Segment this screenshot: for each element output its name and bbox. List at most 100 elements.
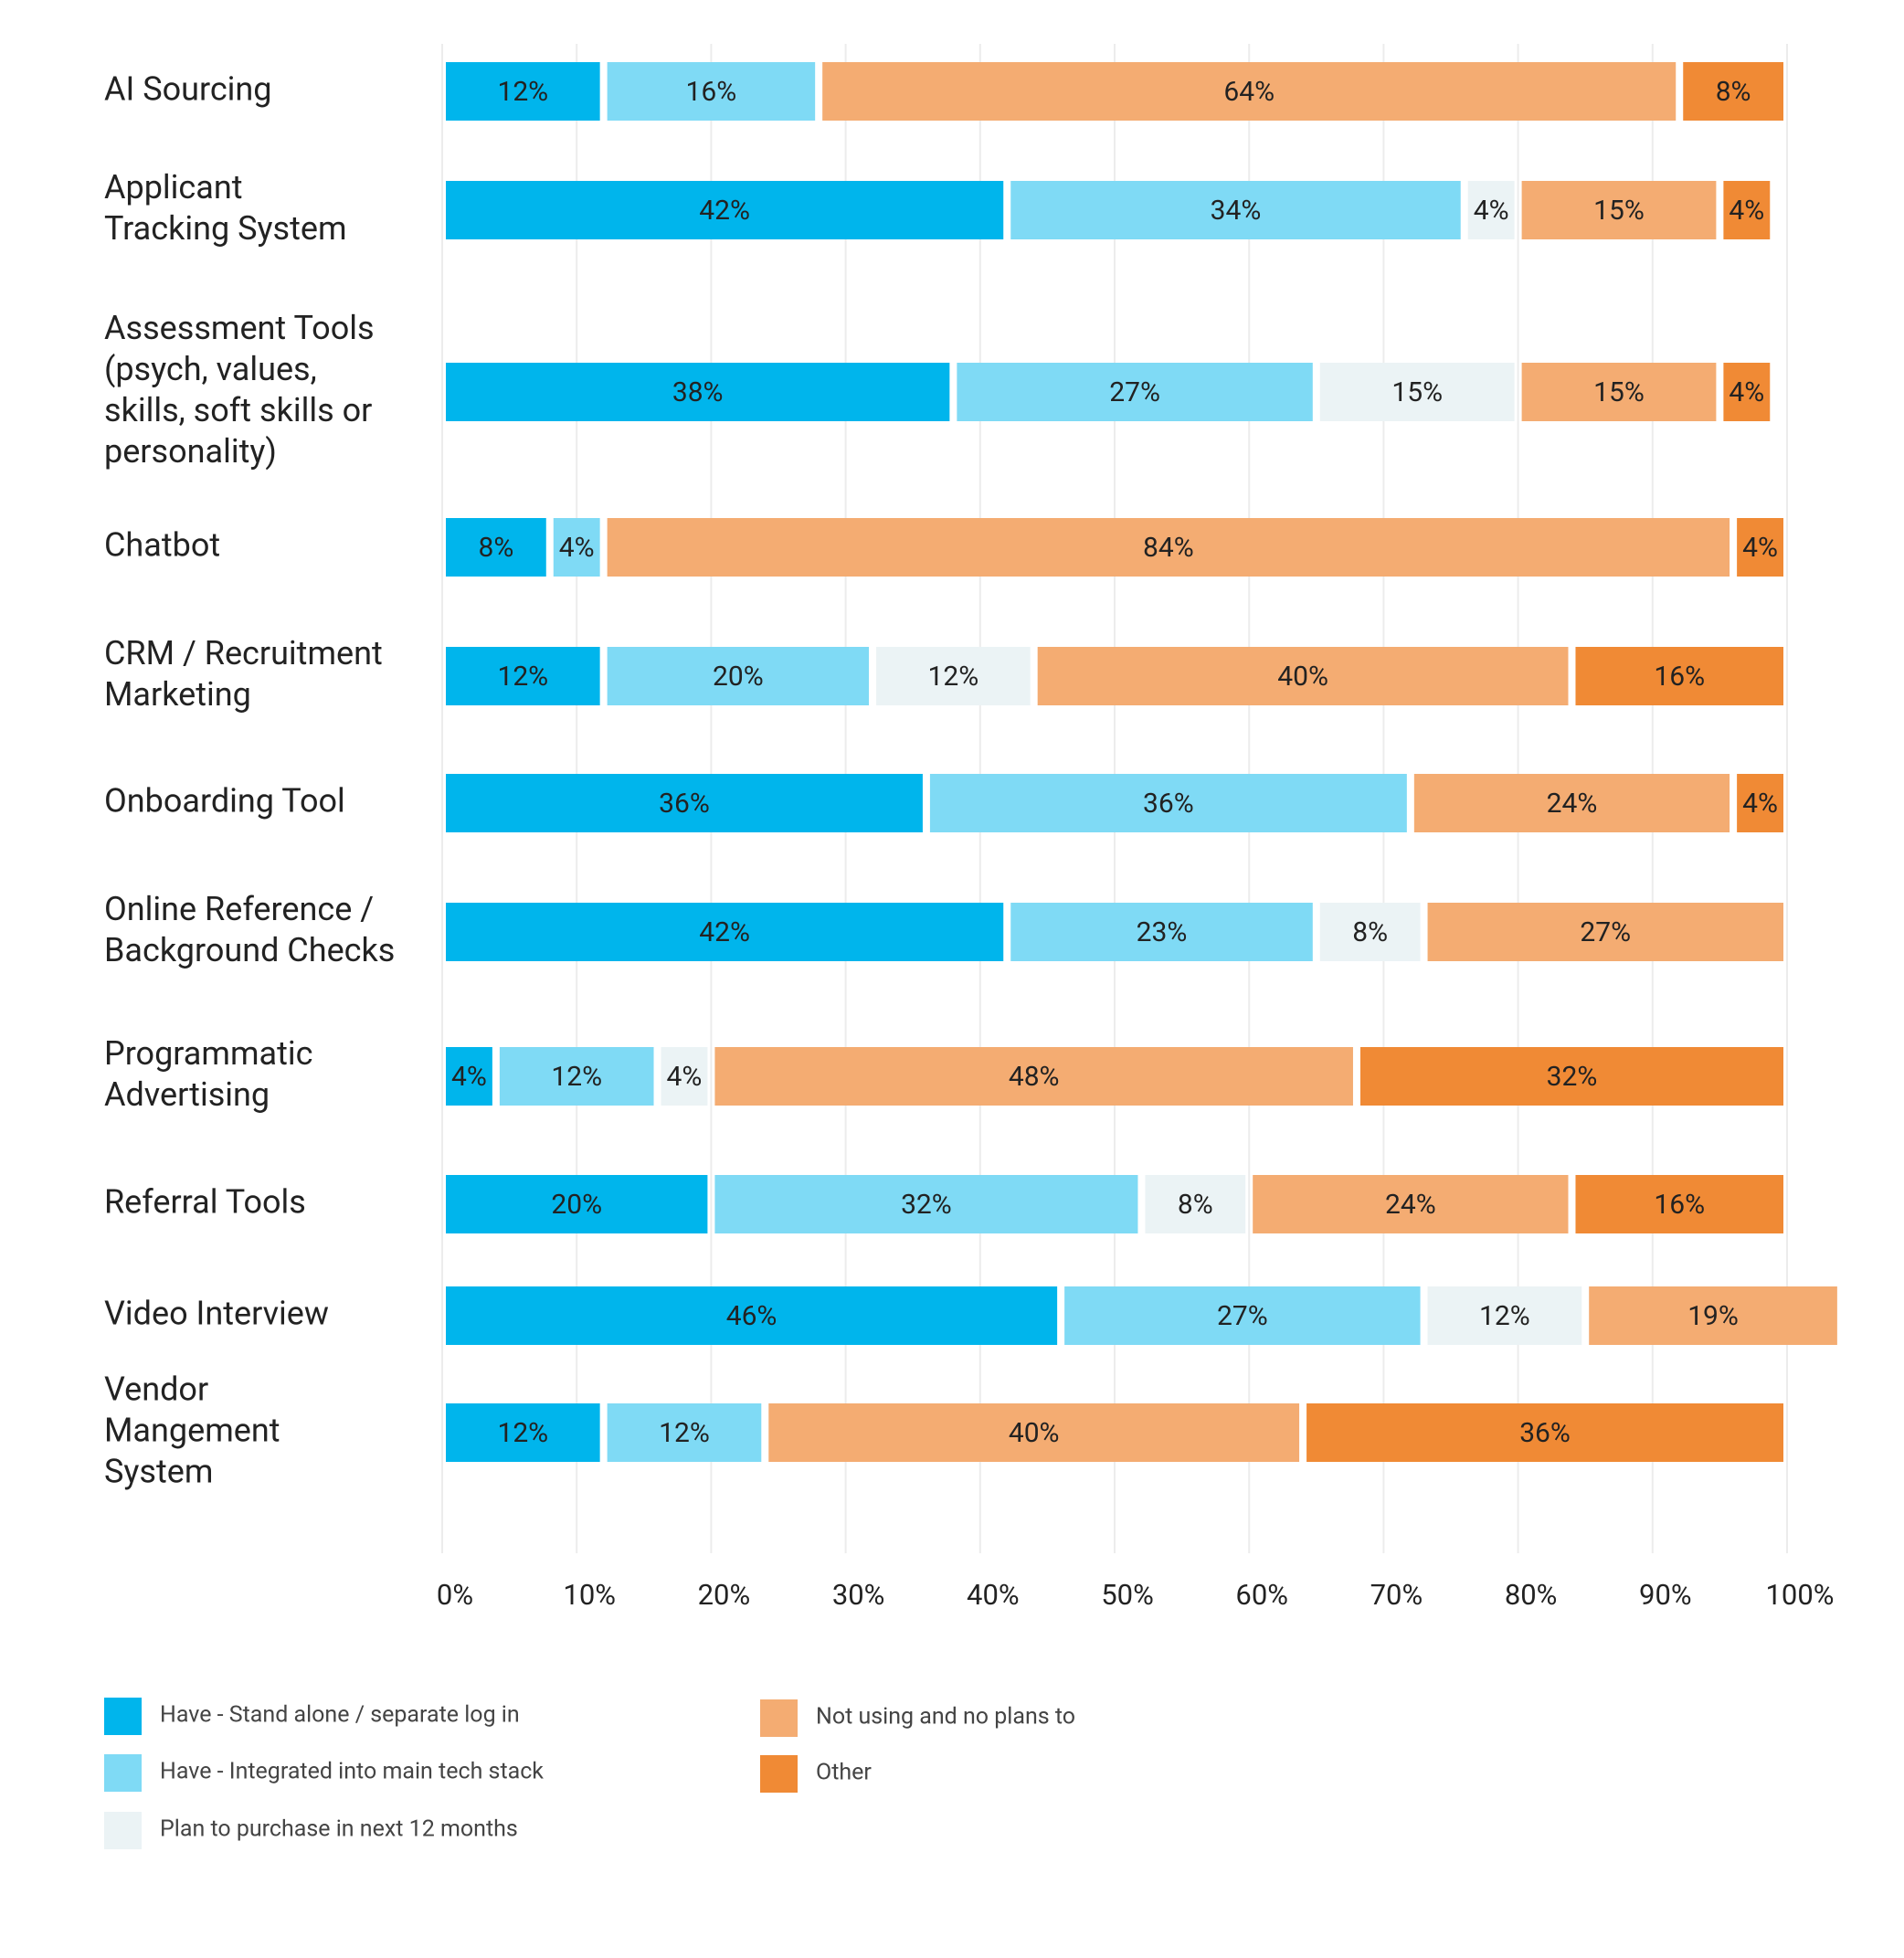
bar-segment xyxy=(1427,903,1783,961)
value-label: 12% xyxy=(497,1417,548,1449)
category-label: Referral Tools xyxy=(104,1183,306,1222)
category-label: System xyxy=(104,1453,213,1491)
legend-label: Other xyxy=(816,1760,872,1786)
category-label: Video Interview xyxy=(104,1295,329,1333)
value-label: 36% xyxy=(659,788,710,820)
value-label: 12% xyxy=(928,661,979,693)
x-tick-label: 0% xyxy=(437,1578,473,1612)
value-label: 12% xyxy=(659,1417,710,1449)
category-label: Vendor xyxy=(104,1371,208,1409)
bar-segment xyxy=(446,1047,492,1106)
value-label: 23% xyxy=(1137,916,1188,948)
category-label: Mangement xyxy=(104,1412,280,1450)
bar-segment xyxy=(446,647,600,705)
bar-segment xyxy=(1319,363,1515,421)
bar-segment xyxy=(1413,774,1730,832)
value-label: 8% xyxy=(1178,1189,1213,1221)
value-label: 4% xyxy=(1742,788,1778,820)
x-tick-label: 20% xyxy=(698,1578,751,1612)
category-label: AI Sourcing xyxy=(104,70,272,109)
value-label: 40% xyxy=(1277,661,1328,693)
bar-segment xyxy=(446,774,923,832)
value-label: 4% xyxy=(451,1061,487,1093)
category-label: Applicant xyxy=(104,168,243,206)
bar-segment xyxy=(714,1175,1138,1233)
bar-segment xyxy=(446,518,546,577)
category-label: Marketing xyxy=(104,675,251,714)
value-label: 4% xyxy=(1729,195,1764,227)
x-tick-label: 90% xyxy=(1639,1578,1692,1612)
bar-segment xyxy=(1521,181,1717,239)
category-label: personality) xyxy=(104,432,277,471)
bar-segment xyxy=(1737,518,1783,577)
legend-label: Plan to purchase in next 12 months xyxy=(160,1816,518,1843)
value-label: 16% xyxy=(1654,661,1705,693)
bar-segment xyxy=(957,363,1313,421)
value-label: 36% xyxy=(1143,788,1194,820)
category-label: (psych, values, xyxy=(104,350,317,388)
legend-label: Have - Integrated into main tech stack xyxy=(160,1759,544,1785)
value-label: 16% xyxy=(1654,1189,1705,1221)
bar-segment xyxy=(446,1403,600,1462)
bar-segment xyxy=(1010,903,1313,961)
value-label: 46% xyxy=(726,1300,777,1332)
value-label: 4% xyxy=(1742,532,1778,564)
bar-segment xyxy=(607,647,870,705)
bar-segment xyxy=(876,647,1031,705)
value-label: 12% xyxy=(497,76,548,108)
value-label: 15% xyxy=(1391,376,1443,408)
value-label: 19% xyxy=(1687,1300,1739,1332)
x-tick-label: 40% xyxy=(967,1578,1020,1612)
legend-swatch xyxy=(104,1754,142,1792)
bar-segment xyxy=(1683,62,1783,121)
value-label: 40% xyxy=(1009,1417,1060,1449)
bar-segment xyxy=(1723,363,1771,421)
value-label: 27% xyxy=(1580,916,1631,948)
x-tick-label: 50% xyxy=(1101,1578,1154,1612)
bar-segment xyxy=(1306,1403,1783,1462)
category-label: CRM / Recruitment xyxy=(104,634,383,672)
value-label: 8% xyxy=(1716,76,1751,108)
bar-segment xyxy=(1521,363,1717,421)
bar-segment xyxy=(499,1047,654,1106)
value-label: 20% xyxy=(551,1189,602,1221)
bar-segment xyxy=(1737,774,1783,832)
category-label: Advertising xyxy=(104,1075,270,1114)
value-label: 42% xyxy=(699,916,750,948)
bar-segment xyxy=(1037,647,1569,705)
category-label: Onboarding Tool xyxy=(104,782,345,820)
value-label: 12% xyxy=(551,1061,602,1093)
value-label: 32% xyxy=(901,1189,952,1221)
bar-segment xyxy=(446,903,1004,961)
bar-segment xyxy=(553,518,600,577)
bar-segment xyxy=(1575,647,1783,705)
bar-segment xyxy=(1427,1286,1582,1345)
value-label: 12% xyxy=(1479,1300,1530,1332)
bar-segment xyxy=(768,1403,1300,1462)
value-label: 20% xyxy=(713,661,764,693)
x-tick-label: 80% xyxy=(1505,1578,1558,1612)
value-label: 32% xyxy=(1547,1061,1598,1093)
value-label: 48% xyxy=(1009,1061,1060,1093)
value-label: 15% xyxy=(1593,195,1645,227)
bar-segment xyxy=(929,774,1407,832)
value-label: 24% xyxy=(1547,788,1598,820)
bar-segment xyxy=(607,518,1730,577)
category-label: Programmatic xyxy=(104,1034,312,1073)
bar-segment xyxy=(661,1047,708,1106)
bar-segment xyxy=(1253,1175,1569,1233)
bar-segment xyxy=(1359,1047,1783,1106)
value-label: 84% xyxy=(1143,532,1194,564)
bar-segment xyxy=(822,62,1677,121)
bar-segment xyxy=(446,363,950,421)
bar-segment xyxy=(446,1175,708,1233)
bar-segment xyxy=(1723,181,1771,239)
category-label: Background Checks xyxy=(104,931,395,969)
bar-segment xyxy=(1145,1175,1246,1233)
bar-segment xyxy=(1575,1175,1783,1233)
value-label: 16% xyxy=(686,76,737,108)
value-label: 12% xyxy=(497,661,548,693)
bar-segment xyxy=(446,181,1004,239)
value-label: 8% xyxy=(478,532,513,564)
